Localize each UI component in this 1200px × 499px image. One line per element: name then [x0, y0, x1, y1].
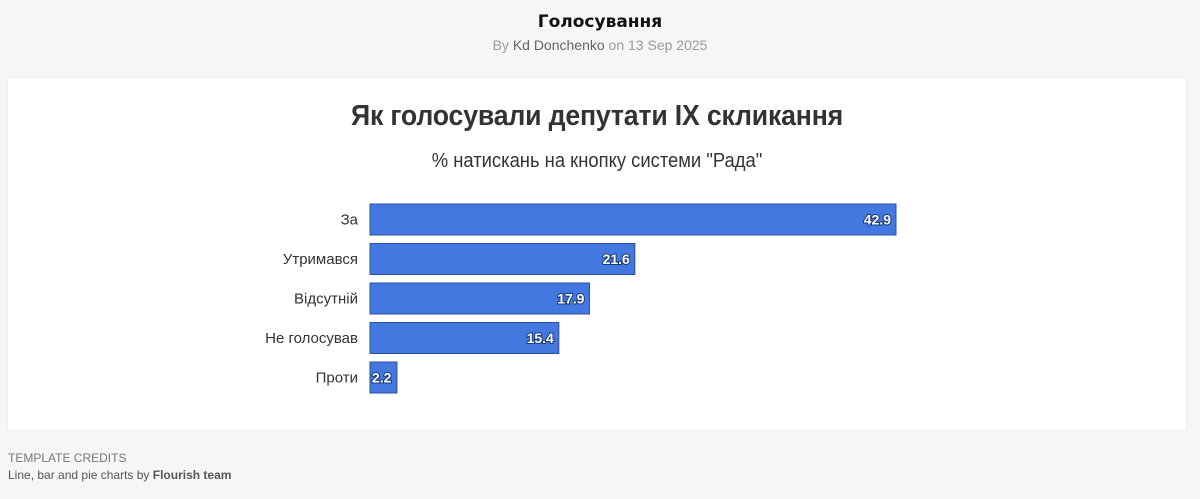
page-header: Голосування By Kd Donchenko on 13 Sep 20…: [0, 10, 1200, 54]
credits-heading: TEMPLATE CREDITS: [8, 451, 127, 465]
bar-1[interactable]: [369, 243, 636, 275]
value-label-2: 17.9: [557, 291, 584, 307]
author-link[interactable]: Kd Donchenko: [512, 37, 605, 53]
chart-subtitle: % натискань на кнопку системи "Рада": [431, 150, 763, 172]
date-prefix: on: [608, 37, 625, 53]
credits-line: Line, bar and pie charts by Flourish tea…: [8, 467, 231, 484]
category-label-0: За: [341, 212, 359, 229]
publish-date: 13 Sep 2025: [628, 37, 708, 53]
category-label-2: Відсутній: [294, 291, 358, 308]
value-label-0: 42.9: [864, 212, 891, 228]
credits-team-link[interactable]: Flourish team: [152, 468, 232, 482]
value-label-4: 2.2: [372, 370, 392, 386]
bar-chart: За 42.9 Утримався 21.6 Відсутній 17.9 Не голос…: [265, 203, 897, 394]
chart-title: Як голосували депутати IX скликання: [350, 100, 844, 132]
value-label-3: 15.4: [527, 330, 554, 346]
category-label-4: Проти: [316, 370, 358, 387]
chart-card: Як голосували депутати IX скликання % на…: [8, 78, 1186, 430]
bar-4[interactable]: [369, 361, 398, 394]
byline: By Kd Donchenko on 13 Sep 2025: [0, 36, 1200, 54]
bar-2[interactable]: [369, 282, 590, 315]
credits-prefix: Line, bar and pie charts by: [8, 468, 150, 482]
bar-0[interactable]: [369, 203, 897, 236]
value-label-1: 21.6: [603, 251, 630, 267]
category-label-1: Утримався: [283, 251, 358, 268]
template-credits: TEMPLATE CREDITS Line, bar and pie chart…: [8, 450, 231, 484]
page-title: Голосування: [537, 12, 663, 32]
bar-3[interactable]: [369, 322, 560, 354]
byline-prefix: By: [492, 37, 509, 53]
category-label-3: Не голосував: [265, 330, 358, 347]
